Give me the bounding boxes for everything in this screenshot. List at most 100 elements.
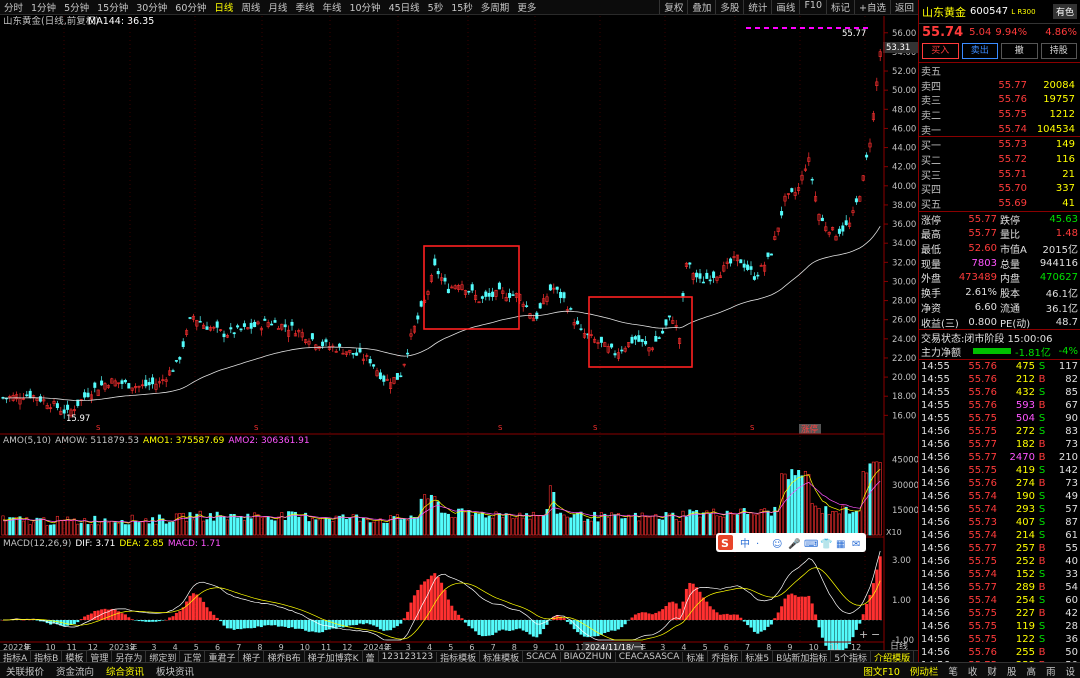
tick-price: 55.75 <box>968 607 997 619</box>
book-row[interactable]: 卖一 55.74 104534 <box>919 122 1080 137</box>
candle-body <box>195 319 199 327</box>
status-right-item[interactable]: 例动栏 <box>909 666 939 678</box>
period-tab[interactable]: 日线 <box>214 3 234 14</box>
price-tick: 56.00 <box>892 29 916 39</box>
indicator-tab[interactable]: 介绍模版 <box>871 651 915 663</box>
book-row[interactable]: 卖五 <box>919 63 1080 78</box>
candle-body <box>667 315 671 318</box>
period-tab[interactable]: 分时 <box>4 3 24 14</box>
status-tab[interactable]: 板块资讯 <box>156 666 195 678</box>
indicator-tab[interactable]: 乔指标 <box>708 651 743 663</box>
candle-body <box>110 378 114 384</box>
period-tab[interactable]: 更多 <box>517 3 537 14</box>
toolbar-button[interactable]: 标记 <box>826 0 854 14</box>
candle-body <box>440 277 444 281</box>
toolbar-button[interactable]: +自选 <box>854 0 890 14</box>
zoom-out-icon[interactable]: − <box>871 628 880 641</box>
indicator-tab[interactable]: 标准 <box>683 651 709 663</box>
trade-button[interactable]: 撤 <box>1001 43 1038 59</box>
period-tab[interactable]: 45日线 <box>388 3 420 14</box>
indicator-tab[interactable]: 另存为 <box>112 651 147 663</box>
ime-toolbar[interactable]: S 中 · ☺ 🎤 ⌨ 👕 ▦ ✉ <box>716 533 866 552</box>
amo-bar <box>875 461 879 536</box>
tick-row: 14:56 55.75 419 S 142 <box>919 464 1080 477</box>
period-tab[interactable]: 多周期 <box>480 3 510 14</box>
indicator-tab[interactable]: 正常 <box>180 651 206 663</box>
stat-label: 收益(三) <box>921 318 959 330</box>
period-tab[interactable]: 30分钟 <box>136 3 168 14</box>
date-tick: 10 <box>45 643 55 652</box>
price-tick: 24.00 <box>892 335 916 345</box>
toolbar-button[interactable]: 返回 <box>889 0 918 14</box>
period-tab[interactable]: 月线 <box>268 3 288 14</box>
trade-button[interactable]: 买入 <box>922 43 959 59</box>
ime-icon: ✉ <box>852 539 860 550</box>
indicator-tab[interactable]: 梯乔B布 <box>264 651 305 663</box>
status-right-item[interactable]: 图文F10 <box>863 666 900 678</box>
status-right-item[interactable]: 笔 <box>948 666 958 678</box>
indicator-tab[interactable]: 梯子加博弈K <box>305 651 363 663</box>
indicator-tab[interactable]: B站新加指标 <box>773 651 832 663</box>
toolbar-button[interactable]: 画线 <box>771 0 799 14</box>
book-row[interactable]: 卖三 55.76 19757 <box>919 92 1080 107</box>
indicator-tab[interactable]: 123123123 <box>379 652 438 662</box>
amo-bar <box>450 516 454 536</box>
status-tab[interactable]: 资金流向 <box>56 666 95 678</box>
indicator-tab[interactable]: 标准模板 <box>480 651 524 663</box>
trade-button[interactable]: 持股 <box>1040 43 1077 59</box>
indicator-tab[interactable]: 指标B <box>31 651 63 663</box>
indicator-tab[interactable]: BIAOZHUN <box>561 652 616 662</box>
status-right-item[interactable]: 雨 <box>1045 666 1056 678</box>
indicator-tab[interactable]: 模板 <box>62 651 88 663</box>
indicator-tab[interactable]: 重君子 <box>205 651 240 663</box>
indicator-tab[interactable]: 标准5 <box>742 651 774 663</box>
period-tab[interactable]: 季线 <box>295 3 315 14</box>
chart-area[interactable]: 山东黄金(日线,前复权) MA144: 36.35 56.0054.0052.0… <box>0 16 918 652</box>
amo-bar <box>759 509 763 536</box>
indicator-tab[interactable]: 5个指标 <box>831 651 872 663</box>
status-right-item[interactable]: 设 <box>1065 666 1075 678</box>
toolbar-button[interactable]: 叠加 <box>687 0 715 14</box>
candlesticks[interactable] <box>1 49 882 419</box>
status-right-item[interactable]: 高 <box>1026 666 1036 678</box>
period-tab[interactable]: 15分钟 <box>97 3 129 14</box>
period-tab[interactable]: 5秒 <box>427 3 444 14</box>
period-tab[interactable]: 年线 <box>322 3 342 14</box>
indicator-tab[interactable]: SCACA <box>523 652 561 662</box>
indicator-tab[interactable]: 指标模板 <box>437 651 481 663</box>
book-row[interactable]: 买三 55.71 21 <box>919 167 1080 182</box>
period-tab[interactable]: 60分钟 <box>175 3 207 14</box>
indicator-tab[interactable]: 绑定到 <box>146 651 181 663</box>
indicator-tab[interactable]: 蕾 <box>363 651 379 663</box>
tick-list[interactable]: 14:55 55.76 475 S 117 14:55 55.76 212 B 82 14:55 55… <box>919 358 1080 678</box>
period-tab[interactable]: 周线 <box>241 3 261 14</box>
indicator-tab[interactable]: 梯子 <box>239 651 265 663</box>
status-right-item[interactable]: 财 <box>987 666 997 678</box>
toolbar-button[interactable]: 统计 <box>743 0 771 14</box>
trade-button[interactable]: 卖出 <box>961 43 998 59</box>
status-right-item[interactable]: 收 <box>967 666 978 678</box>
tick-time: 14:56 <box>921 438 950 450</box>
book-row[interactable]: 买四 55.70 337 <box>919 182 1080 196</box>
toolbar-button[interactable]: 复权 <box>659 0 687 14</box>
book-row[interactable]: 卖四 55.77 20084 <box>919 78 1080 93</box>
book-row[interactable]: 买五 55.69 41 <box>919 196 1080 211</box>
status-tab[interactable]: 综合资讯 <box>106 666 145 678</box>
period-tab[interactable]: 15秒 <box>451 3 473 14</box>
book-row[interactable]: 买二 55.72 116 <box>919 152 1080 167</box>
book-row[interactable]: 买一 55.73 149 <box>919 137 1080 152</box>
indicator-tab[interactable]: 指标A <box>0 651 32 663</box>
toolbar-button[interactable]: F10 <box>799 0 826 14</box>
period-tab[interactable]: 10分钟 <box>349 3 381 14</box>
book-row[interactable]: 卖二 55.75 1212 <box>919 107 1080 122</box>
indicator-tab[interactable]: 管理 <box>87 651 113 663</box>
status-tab[interactable]: 关联报价 <box>6 666 45 678</box>
sector-badge[interactable]: 有色 <box>1052 4 1077 19</box>
toolbar-button[interactable]: 多股 <box>715 0 743 14</box>
period-tab[interactable]: 1分钟 <box>31 3 57 14</box>
candle-body <box>647 347 651 352</box>
period-tab[interactable]: 5分钟 <box>64 3 90 14</box>
indicator-tab[interactable]: CEACASASCA <box>616 652 684 662</box>
status-right-item[interactable]: 股 <box>1006 666 1017 678</box>
zoom-in-icon[interactable]: + <box>859 628 868 641</box>
